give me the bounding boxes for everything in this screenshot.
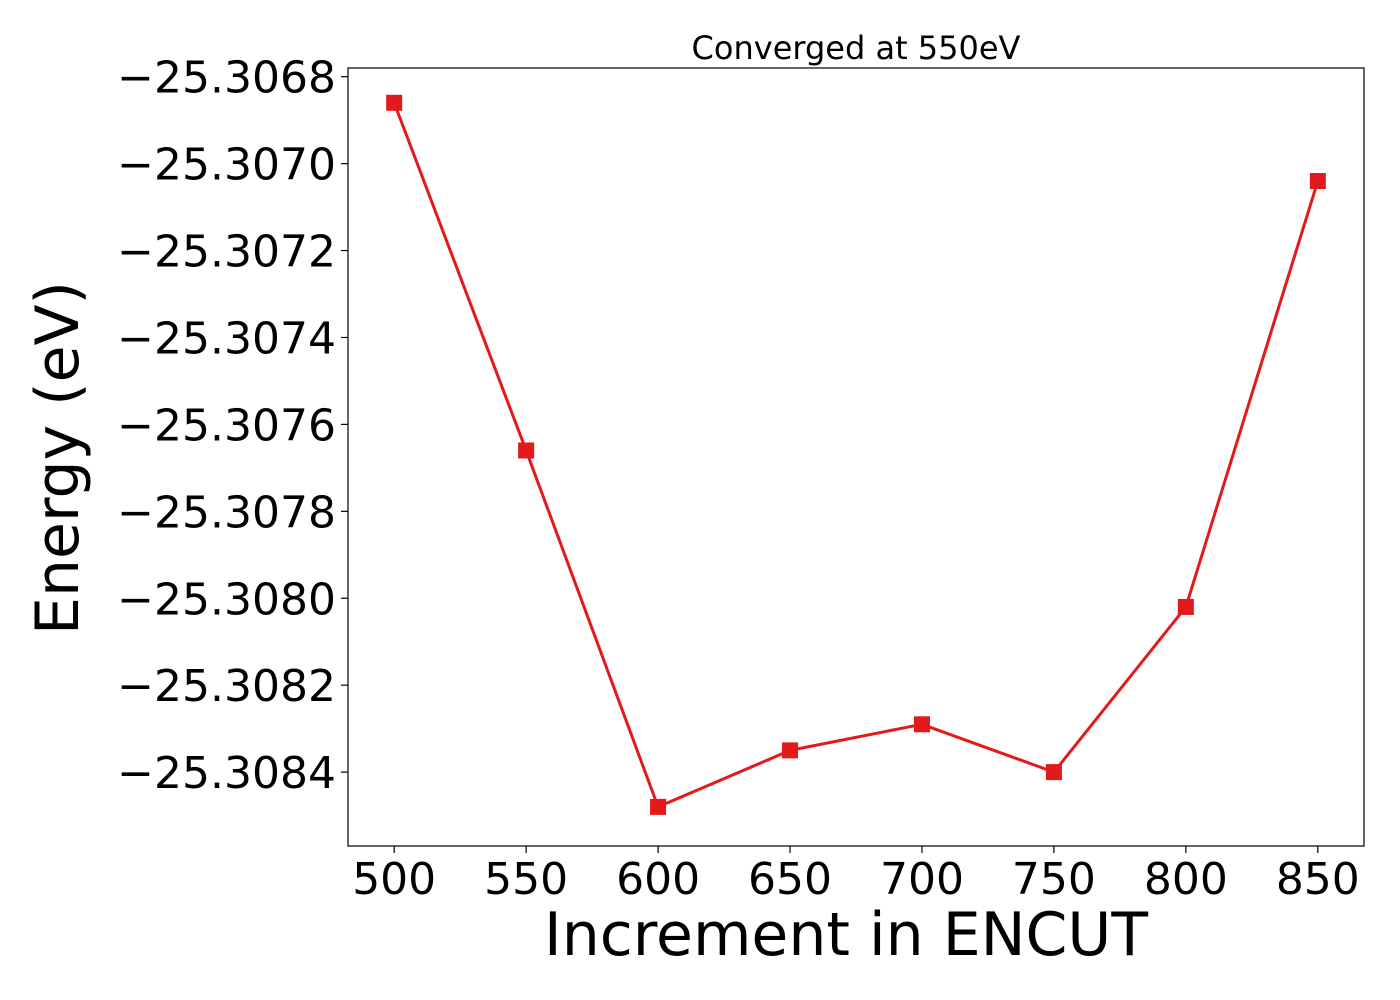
x-tick-label-700: 700	[880, 854, 964, 905]
data-point-500	[386, 94, 403, 111]
data-point-800	[1177, 598, 1194, 615]
x-tick-label-650: 650	[748, 854, 832, 905]
x-tick-label-750: 750	[1012, 854, 1096, 905]
data-point-850	[1309, 173, 1326, 190]
data-point-750	[1045, 764, 1062, 781]
axes: 500 550 600 650 700 750 800 850 −25.3068 −25.3070…	[117, 53, 1365, 905]
data-point-700	[913, 716, 930, 733]
x-axis-label: Increment in ENCUT	[544, 900, 1148, 970]
y-tick-label-7: −25.3082	[117, 661, 336, 712]
chart-title: Converged at 550eV	[692, 29, 1021, 67]
x-tick-label-550: 550	[484, 854, 568, 905]
y-tick-label-4: −25.3076	[117, 400, 336, 451]
x-tick-label-850: 850	[1276, 854, 1360, 905]
series-line	[392, 102, 1320, 809]
data-point-650	[782, 742, 799, 759]
x-tick-label-500: 500	[352, 854, 436, 905]
x-tick-label-800: 800	[1144, 854, 1228, 905]
data-point-550	[518, 442, 535, 459]
y-axis-label: Energy (eV)	[23, 281, 93, 635]
y-tick-label-3: −25.3074	[117, 313, 336, 364]
y-tick-label-6: −25.3080	[117, 574, 336, 625]
data-point-600	[650, 798, 667, 815]
y-tick-label-5: −25.3078	[117, 487, 336, 538]
x-tick-label-600: 600	[616, 854, 700, 905]
y-tick-label-0: −25.3068	[117, 53, 336, 104]
plot-area	[386, 94, 1326, 815]
y-tick-label-8: −25.3084	[117, 748, 336, 799]
y-tick-label-1: −25.3070	[117, 140, 336, 191]
y-tick-label-2: −25.3072	[117, 227, 336, 278]
plot-frame	[347, 67, 1365, 847]
